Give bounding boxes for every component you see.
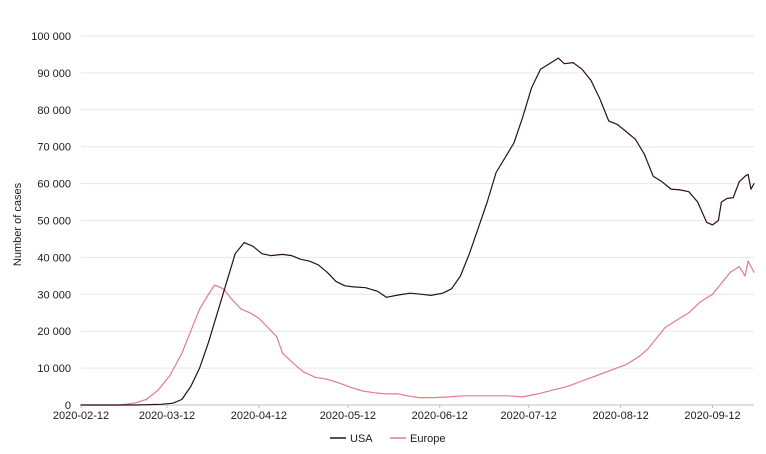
- y-tick-label: 20 000: [37, 326, 71, 338]
- x-tick-label: 2020-04-12: [231, 410, 287, 422]
- series-lines: [80, 57, 755, 406]
- x-tick-label: 2020-06-12: [412, 410, 468, 422]
- series-line-europe: [80, 260, 755, 406]
- legend-label-usa: USA: [350, 433, 373, 445]
- x-axis-ticks: 2020-02-12 2020-03-12 2020-04-12 2020-05-12…: [53, 405, 741, 422]
- x-tick-label: 2020-07-12: [501, 410, 557, 422]
- x-tick-label: 2020-03-12: [139, 410, 195, 422]
- y-axis-ticks: 0 10 000 20 000 30 000 40 000 50 000 60 000 70 …: [31, 31, 71, 412]
- y-tick-label: 100 000: [31, 31, 71, 43]
- gridlines: [81, 35, 754, 369]
- y-axis-title: Number of cases: [12, 182, 24, 266]
- y-tick-label: 80 000: [37, 105, 71, 117]
- y-tick-label: 30 000: [37, 289, 71, 301]
- series-line-usa: [80, 57, 755, 406]
- y-tick-label: 10 000: [37, 363, 71, 375]
- x-tick-label: 2020-05-12: [320, 410, 376, 422]
- y-tick-label: 70 000: [37, 142, 71, 154]
- y-tick-label: 50 000: [37, 216, 71, 228]
- x-tick-label: 2020-08-12: [592, 410, 648, 422]
- legend: USA Europe: [330, 433, 445, 445]
- legend-label-europe: Europe: [410, 433, 445, 445]
- x-tick-label: 2020-02-12: [53, 410, 109, 422]
- y-tick-label: 60 000: [37, 179, 71, 191]
- y-tick-label: 0: [65, 400, 71, 412]
- y-tick-label: 40 000: [37, 252, 71, 264]
- x-tick-label: 2020-09-12: [684, 410, 740, 422]
- y-tick-label: 90 000: [37, 68, 71, 80]
